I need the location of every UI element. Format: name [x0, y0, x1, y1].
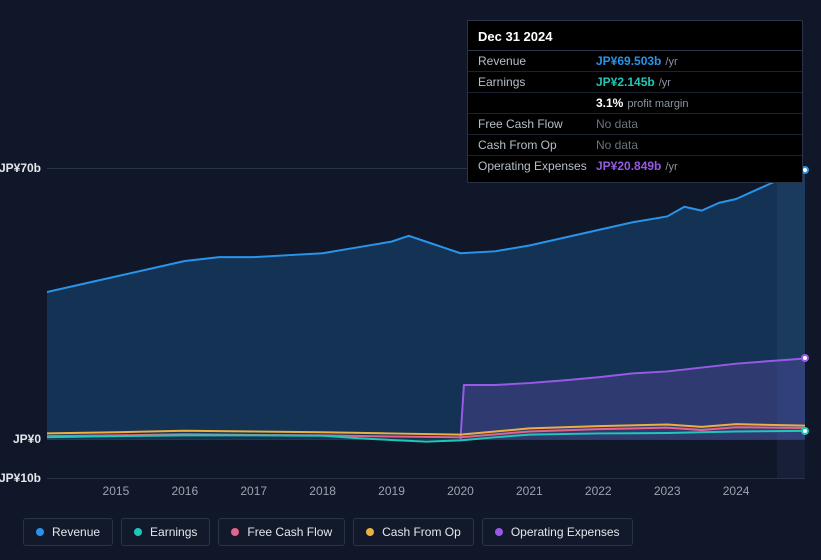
tooltip-row-label: Operating Expenses	[478, 159, 596, 173]
chart-svg	[47, 168, 805, 478]
x-tick-label: 2024	[723, 484, 750, 498]
legend-item-operating_expenses[interactable]: Operating Expenses	[482, 518, 633, 546]
chart-tooltip: Dec 31 2024 RevenueJP¥69.503b/yrEarnings…	[467, 20, 803, 183]
tooltip-row: RevenueJP¥69.503b/yr	[468, 51, 802, 72]
tooltip-row: Free Cash FlowNo data	[468, 114, 802, 135]
tooltip-row-value: No data	[596, 138, 792, 152]
legend-label: Cash From Op	[382, 525, 461, 539]
grid-line	[47, 478, 805, 479]
x-tick-label: 2020	[447, 484, 474, 498]
x-tick-label: 2021	[516, 484, 543, 498]
tooltip-row: EarningsJP¥2.145b/yr	[468, 72, 802, 93]
tooltip-row-value: 3.1%profit margin	[596, 96, 792, 110]
legend-bullet-icon	[366, 528, 374, 536]
y-tick-label: JP¥70b	[0, 161, 41, 175]
legend-bullet-icon	[36, 528, 44, 536]
tooltip-row-value: JP¥2.145b/yr	[596, 75, 792, 89]
tooltip-row-value: JP¥20.849b/yr	[596, 159, 792, 173]
legend-label: Earnings	[150, 525, 197, 539]
legend-label: Revenue	[52, 525, 100, 539]
chart-legend: Revenue Earnings Free Cash Flow Cash From O…	[23, 518, 633, 546]
legend-item-free_cash_flow[interactable]: Free Cash Flow	[218, 518, 345, 546]
x-tick-label: 2022	[585, 484, 612, 498]
x-tick-label: 2017	[240, 484, 267, 498]
tooltip-row-value: No data	[596, 117, 792, 131]
tooltip-row-label: Cash From Op	[478, 138, 596, 152]
y-tick-label: JP¥0	[0, 432, 41, 446]
legend-label: Free Cash Flow	[247, 525, 332, 539]
financials-chart: JP¥70b JP¥0 -JP¥10b 2015 2016 2017 2018 2019 20…	[0, 0, 821, 560]
tooltip-row-label	[478, 96, 596, 110]
tooltip-row-value: JP¥69.503b/yr	[596, 54, 792, 68]
x-tick-label: 2015	[103, 484, 130, 498]
plot-area[interactable]	[47, 168, 805, 478]
tooltip-row-label: Earnings	[478, 75, 596, 89]
tooltip-row: Cash From OpNo data	[468, 135, 802, 156]
y-tick-label: -JP¥10b	[0, 471, 41, 485]
legend-item-earnings[interactable]: Earnings	[121, 518, 210, 546]
x-tick-label: 2019	[378, 484, 405, 498]
legend-item-cash_from_op[interactable]: Cash From Op	[353, 518, 474, 546]
endpoint-earnings	[801, 427, 809, 435]
tooltip-row-label: Revenue	[478, 54, 596, 68]
x-tick-label: 2023	[654, 484, 681, 498]
x-tick-label: 2018	[309, 484, 336, 498]
tooltip-row: 3.1%profit margin	[468, 93, 802, 114]
endpoint-operating_expenses	[801, 354, 809, 362]
legend-item-revenue[interactable]: Revenue	[23, 518, 113, 546]
tooltip-date: Dec 31 2024	[468, 27, 802, 51]
legend-bullet-icon	[231, 528, 239, 536]
x-tick-label: 2016	[171, 484, 198, 498]
legend-bullet-icon	[134, 528, 142, 536]
tooltip-row: Operating ExpensesJP¥20.849b/yr	[468, 156, 802, 176]
legend-bullet-icon	[495, 528, 503, 536]
tooltip-row-label: Free Cash Flow	[478, 117, 596, 131]
legend-label: Operating Expenses	[511, 525, 620, 539]
